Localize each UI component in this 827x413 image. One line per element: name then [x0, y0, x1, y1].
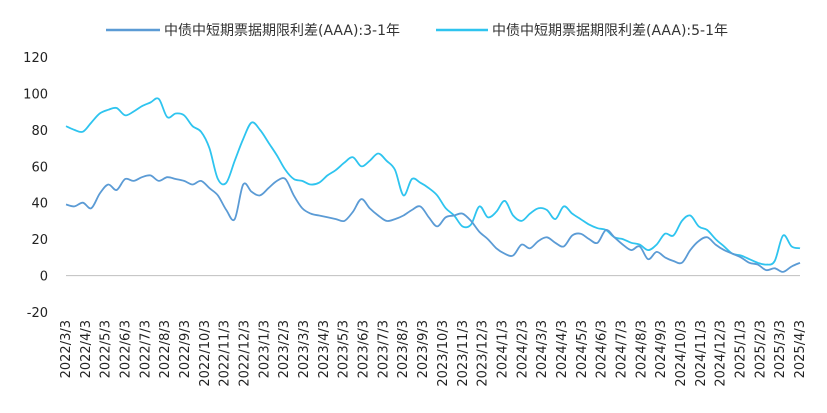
x-tick-label: 2022/3/3 [59, 320, 74, 378]
x-tick-label: 2022/7/3 [138, 320, 153, 378]
x-tick-label: 2024/3/3 [535, 320, 550, 378]
x-tick-label: 2023/12/3 [476, 320, 491, 387]
x-tick-label: 2024/11/3 [694, 320, 709, 387]
x-tick-label: 2022/11/3 [218, 320, 233, 387]
y-tick-label: 20 [31, 233, 48, 248]
y-tick-label: 100 [23, 87, 48, 102]
x-tick-label: 2024/10/3 [674, 320, 689, 387]
legend-label-3-1: 中债中短期票据期限利差(AAA):3-1年 [164, 23, 400, 39]
x-tick-label: 2024/5/3 [575, 320, 590, 378]
x-tick-label: 2022/9/3 [178, 320, 193, 378]
x-tick-label: 2023/4/3 [317, 320, 332, 378]
x-tick-label: 2025/1/3 [733, 320, 748, 378]
y-tick-label: 60 [31, 160, 48, 175]
x-tick-label: 2025/2/3 [753, 320, 768, 378]
x-tick-label: 2024/7/3 [614, 320, 629, 378]
x-axis: 2022/3/3 2022/4/3 2022/5/3 2022/6/3 2022/7/3… [59, 275, 808, 387]
x-tick-label: 2023/6/3 [357, 320, 372, 378]
x-tick-label: 2023/7/3 [376, 320, 391, 378]
y-tick-label: 0 [40, 270, 48, 285]
x-tick-label: 2023/5/3 [337, 320, 352, 378]
x-tick-label: 2025/3/3 [773, 320, 788, 378]
x-tick-label: 2022/12/3 [238, 320, 253, 387]
x-tick-label: 2024/1/3 [495, 320, 510, 378]
x-tick-label: 2022/5/3 [99, 320, 114, 378]
series-line-5-1 [65, 97, 801, 266]
y-tick-label: 80 [31, 124, 48, 139]
legend-label-5-1: 中债中短期票据期限利差(AAA):5-1年 [492, 23, 728, 39]
x-tick-label: 2022/4/3 [79, 320, 94, 378]
series-line-3-1 [65, 174, 801, 273]
legend: 中债中短期票据期限利差(AAA):3-1年 中债中短期票据期限利差(AAA):5… [106, 23, 728, 39]
y-tick-label: 120 [23, 51, 48, 66]
y-tick-label: 40 [31, 197, 48, 212]
x-tick-label: 2023/9/3 [416, 320, 431, 378]
x-tick-label: 2024/2/3 [515, 320, 530, 378]
y-tick-label: -20 [27, 306, 48, 321]
x-tick-label: 2022/6/3 [119, 320, 134, 378]
x-tick-label: 2024/9/3 [654, 320, 669, 378]
x-tick-label: 2023/3/3 [297, 320, 312, 378]
x-tick-label: 2024/12/3 [714, 320, 729, 387]
x-tick-label: 2023/1/3 [257, 320, 272, 378]
plot-area [65, 97, 801, 273]
x-tick-label: 2024/6/3 [595, 320, 610, 378]
x-tick-label: 2024/4/3 [555, 320, 570, 378]
x-tick-label: 2023/8/3 [396, 320, 411, 378]
x-tick-label: 2023/2/3 [277, 320, 292, 378]
x-tick-label: 2022/10/3 [198, 320, 213, 387]
y-axis: -20 0 20 40 60 80 100 120 [23, 51, 48, 321]
x-tick-label: 2023/11/3 [456, 320, 471, 387]
x-tick-label: 2025/4/3 [793, 320, 808, 378]
x-tick-label: 2023/10/3 [436, 320, 451, 387]
x-tick-label: 2022/8/3 [158, 320, 173, 378]
x-tick-label: 2024/8/3 [634, 320, 649, 378]
